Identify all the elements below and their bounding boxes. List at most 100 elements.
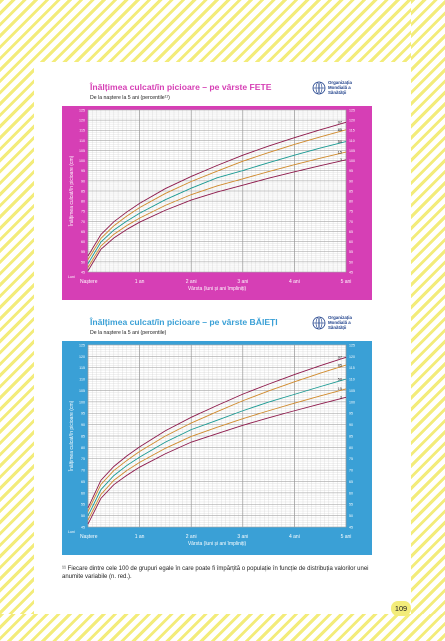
y-tick-label-left: 75	[81, 210, 85, 214]
series-line-p85	[87, 129, 347, 260]
who-label: Organizația Mondială a Sănătății	[328, 80, 352, 95]
y-tick-label-left: 45	[81, 270, 85, 274]
y-tick-label-left: 70	[81, 469, 85, 473]
series-line-p50	[87, 378, 347, 517]
y-tick-label-left: 60	[81, 240, 85, 244]
y-tick-label-right: 50	[349, 514, 353, 518]
series-line-p3	[87, 396, 347, 525]
y-tick-label-right: 90	[349, 179, 353, 183]
series-line-p15	[87, 388, 347, 521]
y-tick-label-right: 65	[349, 230, 353, 234]
series-label: 50	[338, 377, 342, 381]
x-tick-label: Naștere	[80, 279, 98, 285]
series-label: 85	[338, 363, 342, 367]
y-tick-label-right: 85	[349, 434, 353, 438]
x-axis-label: Vârsta (luni și ani împliniți)	[188, 286, 247, 292]
x-unit-label: Luni	[68, 530, 75, 534]
boys-height-chart: Înălțimea culcat/în picioare – pe vârste…	[62, 313, 372, 555]
y-tick-label-left: 60	[81, 491, 85, 495]
y-tick-label-left: 70	[81, 220, 85, 224]
y-tick-label-left: 105	[79, 389, 85, 393]
y-tick-label-right: 110	[349, 378, 355, 382]
y-tick-label-right: 45	[349, 270, 353, 274]
y-tick-label-left: 95	[81, 412, 85, 416]
x-tick-label: 4 ani	[289, 534, 300, 540]
y-tick-label-right: 85	[349, 189, 353, 193]
y-tick-label-right: 75	[349, 457, 353, 461]
x-tick-label: Naștere	[80, 534, 98, 540]
y-tick-label-right: 95	[349, 169, 353, 173]
series-label: 50	[338, 140, 342, 144]
y-tick-label-left: 75	[81, 457, 85, 461]
y-tick-label-right: 70	[349, 469, 353, 473]
chart-subtitle: De la naștere la 5 ani (percentile)	[90, 330, 167, 336]
y-tick-label-right: 120	[349, 355, 355, 359]
who-logo: Organizația Mondială a Sănătății	[312, 315, 364, 330]
y-tick-label-right: 125	[349, 108, 355, 112]
x-axis-label: Vârsta (luni și ani împliniți)	[188, 541, 247, 547]
y-tick-label-left: 110	[79, 139, 85, 143]
y-tick-label-left: 55	[81, 250, 85, 254]
decorative-stripe-right	[411, 0, 445, 641]
y-tick-label-left: 115	[79, 366, 85, 370]
x-tick-label: 4 ani	[289, 279, 300, 285]
y-tick-label-left: 120	[79, 355, 85, 359]
y-tick-label-right: 80	[349, 446, 353, 450]
y-tick-label-right: 60	[349, 491, 353, 495]
series-line-p15	[87, 151, 347, 268]
y-tick-label-right: 115	[349, 129, 355, 133]
decorative-stripe-left	[0, 0, 34, 641]
who-emblem-icon	[312, 81, 326, 94]
series-label: 85	[338, 128, 342, 132]
who-emblem-icon	[312, 316, 326, 329]
y-tick-label-left: 120	[79, 119, 85, 123]
y-tick-label-left: 90	[81, 423, 85, 427]
y-tick-label-left: 110	[79, 378, 85, 382]
y-tick-label-right: 125	[349, 343, 355, 347]
x-tick-label: 5 ani	[341, 279, 352, 285]
y-tick-label-right: 80	[349, 200, 353, 204]
y-tick-label-left: 125	[79, 343, 85, 347]
y-tick-label-right: 110	[349, 139, 355, 143]
y-tick-label-right: 105	[349, 149, 355, 153]
y-tick-label-right: 75	[349, 210, 353, 214]
series-label: 97	[338, 356, 342, 360]
x-tick-label: 2 ani	[186, 534, 197, 540]
y-tick-label-right: 90	[349, 423, 353, 427]
decorative-stripe-top	[0, 0, 445, 62]
series-line-p85	[87, 364, 347, 512]
y-tick-label-right: 55	[349, 250, 353, 254]
who-label: Organizația Mondială a Sănătății	[328, 315, 352, 330]
series-line-p97	[87, 121, 347, 257]
x-tick-label: 2 ani	[186, 279, 197, 285]
y-tick-label-left: 85	[81, 434, 85, 438]
series-label: 15	[338, 150, 342, 154]
page-number: 109	[391, 601, 411, 616]
series-label: 15	[338, 387, 342, 391]
decorative-stripe-bottom	[0, 614, 445, 641]
y-tick-label-left: 80	[81, 446, 85, 450]
girls-height-chart: Înălțimea culcat/în picioare – pe vârste…	[62, 78, 372, 300]
chart-title: Înălțimea culcat/în picioare – pe vârste…	[90, 82, 272, 92]
y-tick-label-right: 120	[349, 119, 355, 123]
y-tick-label-right: 105	[349, 389, 355, 393]
x-tick-label: 3 ani	[237, 279, 248, 285]
y-tick-label-right: 100	[349, 400, 355, 404]
x-unit-label: Luni	[68, 275, 75, 279]
series-label: 3	[340, 158, 342, 162]
y-tick-label-right: 45	[349, 525, 353, 529]
y-tick-label-left: 100	[79, 400, 85, 404]
x-tick-label: 1 an	[135, 534, 145, 540]
y-tick-label-right: 115	[349, 366, 355, 370]
chart-title: Înălțimea culcat/în picioare – pe vârste…	[90, 317, 278, 327]
y-tick-label-left: 50	[81, 260, 85, 264]
y-tick-label-left: 65	[81, 480, 85, 484]
footnote: ¹¹ Fiecare dintre cele 100 de grupuri eg…	[62, 566, 369, 581]
who-logo: Organizația Mondială a Sănătății	[312, 80, 364, 95]
x-tick-label: 5 ani	[341, 534, 352, 540]
y-tick-label-right: 55	[349, 503, 353, 507]
x-tick-label: 1 an	[135, 279, 145, 285]
y-tick-label-left: 80	[81, 200, 85, 204]
y-tick-label-left: 100	[79, 159, 85, 163]
series-label: 3	[340, 396, 342, 400]
